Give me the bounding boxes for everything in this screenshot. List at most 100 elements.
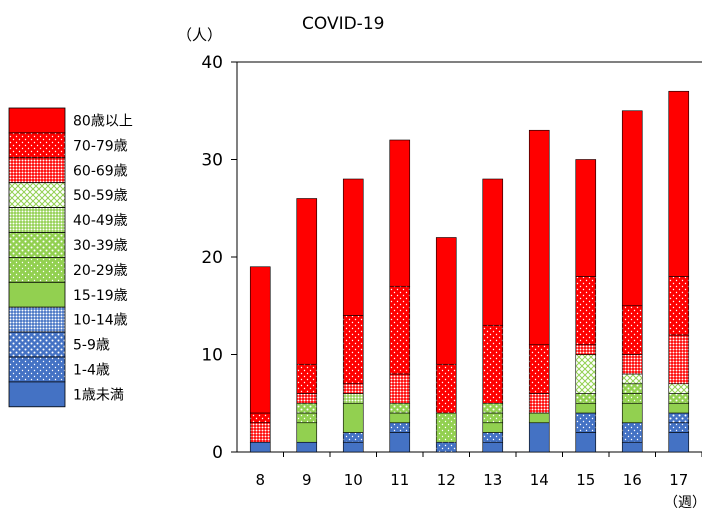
bar-segment	[389, 373, 411, 404]
legend-swatch	[8, 256, 66, 283]
x-tick-label: 15	[576, 471, 595, 489]
legend-swatch	[8, 356, 66, 383]
bar-segment	[575, 344, 597, 355]
bar-segment	[621, 402, 643, 424]
bar-segment	[342, 432, 364, 443]
bar-segment	[528, 412, 550, 424]
bar-segment	[342, 441, 364, 453]
legend-label: 20-29歳	[73, 263, 128, 279]
bar-segment	[528, 129, 550, 346]
chart-title: COVID-19	[302, 14, 384, 34]
x-tick-label: 8	[255, 471, 265, 489]
bar-segment	[389, 432, 411, 453]
bar-segment	[296, 363, 318, 394]
bar-segment	[621, 383, 643, 394]
x-tick-label: 13	[483, 471, 502, 489]
bar-segment	[249, 441, 271, 453]
bar-segment	[668, 90, 690, 277]
bar-segment	[668, 402, 690, 414]
bar-segment	[296, 402, 318, 414]
bar-segment	[342, 402, 364, 433]
bar-segment	[668, 412, 690, 424]
y-tick-label: 40	[201, 53, 223, 73]
legend-swatch	[8, 207, 66, 233]
legend-label: 30-39歳	[73, 238, 128, 254]
bar-segment	[668, 432, 690, 453]
bar-segment	[296, 393, 318, 404]
bar-segment	[342, 383, 364, 394]
y-tick-label: 30	[201, 151, 223, 171]
bar-segment	[342, 393, 364, 404]
legend-swatch	[8, 132, 66, 159]
legend-label: 40-49歳	[73, 213, 128, 229]
bar-segment	[668, 276, 690, 336]
bar-segment	[389, 402, 411, 414]
bar-segment	[528, 422, 550, 453]
x-tick-label: 10	[344, 471, 363, 489]
bar-segment	[482, 422, 504, 433]
bar-segment	[575, 276, 597, 346]
x-tick-label: 9	[302, 471, 312, 489]
bar-segment	[342, 315, 364, 385]
legend-label: 50-59歳	[73, 188, 128, 204]
bar-segment	[528, 344, 550, 394]
axis-layer: 0 10 20 30 40 8 9 10 11 12 13 14 15 16 17	[201, 53, 702, 489]
x-tick-label: 17	[669, 471, 688, 489]
x-tick-label: 14	[530, 471, 549, 489]
bar-segment	[575, 432, 597, 453]
y-tick-label: 20	[201, 248, 223, 268]
y-tick-label: 0	[212, 443, 223, 463]
bars-layer	[249, 90, 690, 453]
bar-segment	[389, 412, 411, 424]
bar-segment	[482, 178, 504, 326]
bar-segment	[668, 422, 690, 433]
legend-label: 1-4歳	[73, 362, 110, 378]
legend-swatch	[8, 381, 66, 408]
bar-segment	[435, 441, 457, 453]
bar-segment	[389, 139, 411, 287]
bar-segment	[621, 393, 643, 404]
y-tick-label: 10	[201, 346, 223, 366]
bar-segment	[389, 422, 411, 433]
bar-segment	[249, 412, 271, 424]
bar-segment	[249, 266, 271, 414]
bar-segment	[482, 412, 504, 424]
y-axis-unit-label: （人）	[177, 26, 222, 44]
bar-segment	[621, 441, 643, 453]
x-tick-label: 11	[390, 471, 409, 489]
legend-swatch	[8, 331, 66, 358]
legend-swatch	[8, 281, 66, 308]
bar-segment	[482, 441, 504, 453]
bar-segment	[296, 422, 318, 443]
bar-segment	[482, 402, 504, 414]
x-axis-unit-label: （週）	[664, 495, 702, 511]
bar-segment	[621, 110, 643, 307]
bar-segment	[435, 412, 457, 443]
legend-swatch	[8, 306, 66, 333]
x-tick-label: 12	[437, 471, 456, 489]
legend-label: 15-19歳	[73, 288, 128, 304]
bar-segment	[621, 305, 643, 355]
bar-segment	[575, 354, 597, 394]
x-tick-label: 16	[623, 471, 642, 489]
bar-segment	[482, 432, 504, 443]
legend-swatch	[8, 157, 66, 184]
legend-label: 10-14歳	[73, 313, 128, 329]
bar-segment	[575, 402, 597, 414]
bar-segment	[528, 393, 550, 414]
bar-segment	[621, 422, 643, 443]
bar-segment	[342, 178, 364, 316]
legend-swatch	[8, 182, 66, 208]
bar-segment	[668, 393, 690, 404]
legend-label: 5-9歳	[73, 338, 110, 354]
legend-label: 1歳未満	[73, 387, 124, 403]
bar-segment	[482, 324, 504, 404]
bar-segment	[575, 159, 597, 277]
bar-segment	[249, 422, 271, 443]
bar-segment	[668, 383, 690, 394]
legend-label: 80歳以上	[73, 113, 133, 129]
bar-segment	[389, 285, 411, 375]
bar-segment	[621, 354, 643, 375]
